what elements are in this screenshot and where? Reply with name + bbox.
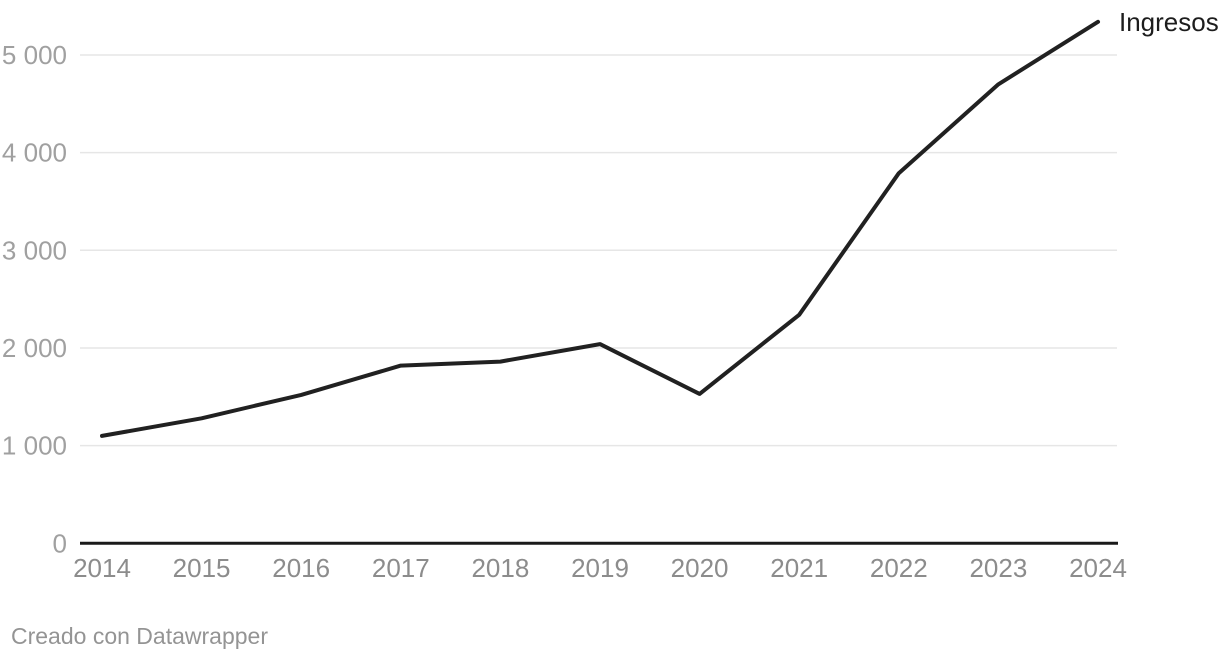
x-axis-tick-label: 2017 [372, 553, 430, 583]
x-axis-tick-label: 2023 [969, 553, 1027, 583]
series-line-ingresos [100, 19, 1100, 438]
y-axis-tick-label: 1 000 [2, 431, 67, 461]
y-axis-tick-label: 4 000 [2, 138, 67, 168]
x-axis-tick-label: 2021 [770, 553, 828, 583]
series-label-ingresos: Ingresos [1119, 7, 1219, 37]
x-axis-tick-label: 2020 [671, 553, 729, 583]
x-axis-tick-label: 2024 [1069, 553, 1127, 583]
y-axis-tick-label: 0 [53, 528, 67, 558]
x-axis-tick-label: 2019 [571, 553, 629, 583]
x-axis-tick-label: 2016 [272, 553, 330, 583]
x-axis-tick-label: 2022 [870, 553, 928, 583]
x-axis-tick-label: 2018 [471, 553, 529, 583]
y-axis-tick-label: 2 000 [2, 333, 67, 363]
y-axis-tick-label: 5 000 [2, 40, 67, 70]
datawrapper-credit-link[interactable]: Creado con Datawrapper [11, 623, 268, 649]
x-axis-tick-label: 2015 [173, 553, 231, 583]
y-axis-tick-label: 3 000 [2, 235, 67, 265]
x-axis-tick-label: 2014 [73, 553, 131, 583]
